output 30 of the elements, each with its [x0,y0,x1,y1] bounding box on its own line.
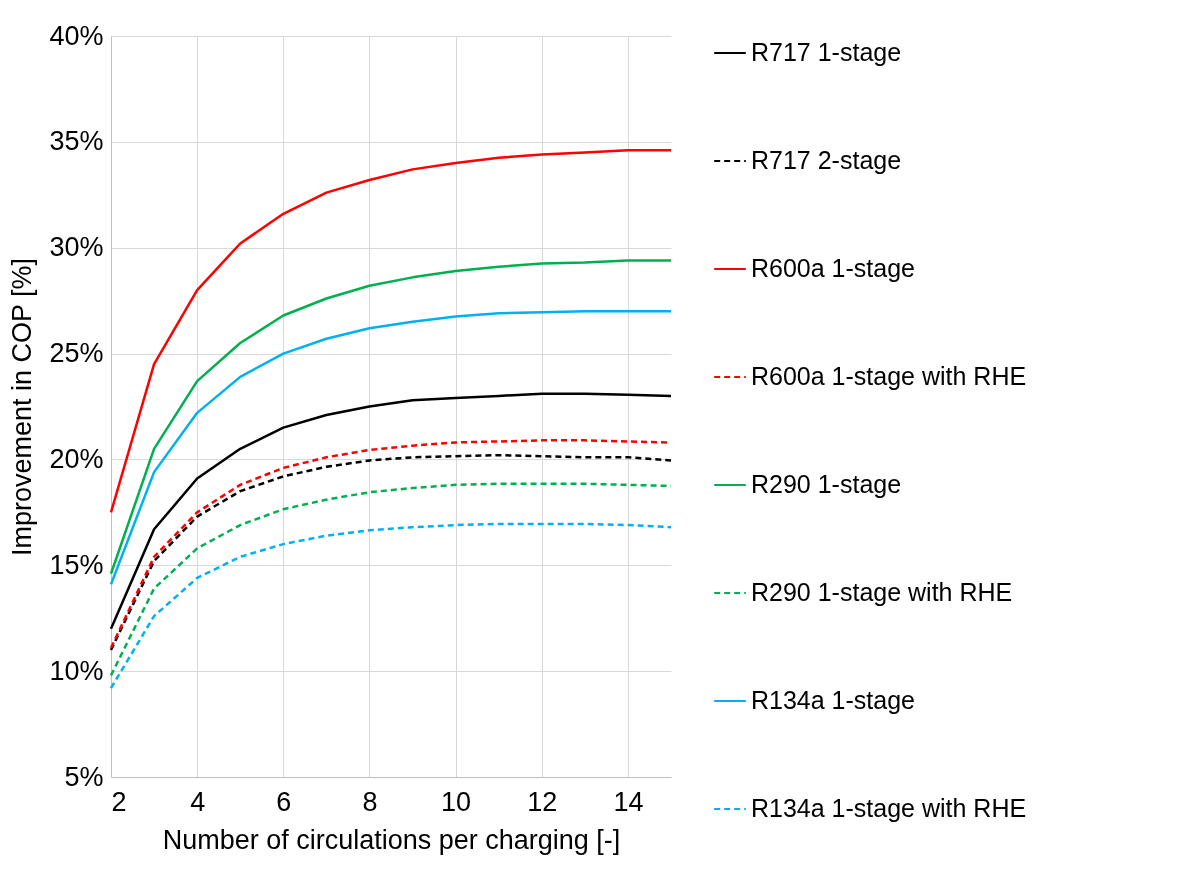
y-tick-label: 35% [49,126,104,157]
x-tick-label: 10 [441,786,472,817]
x-tick-label: 4 [190,786,206,817]
y-tick-label: 30% [49,232,104,263]
x-axis-title: Number of circulations per charging [-] [162,824,621,855]
x-tick-label: 14 [613,786,644,817]
legend-label: R134a 1-stage [751,686,916,714]
y-tick-label: 15% [49,549,104,580]
line-series [109,309,673,586]
legend-label: R717 2-stage [751,146,902,174]
line-series [109,149,673,514]
legend-label: R600a 1-stage [751,254,916,282]
line-series [109,392,673,631]
y-tick-label: 5% [64,761,104,792]
legend-label: R134a 1-stage with RHE [751,794,1027,822]
line-series [109,259,673,575]
x-tick-label: 2 [111,786,127,817]
y-tick-label: 20% [49,443,104,474]
y-tick-label: 10% [49,655,104,686]
line-series [109,522,673,690]
legend-label: R290 1-stage [751,470,902,498]
legend-label: R717 1-stage [751,38,902,66]
x-tick-label: 6 [276,786,292,817]
y-axis-title: Improvement in COP [%] [7,257,38,557]
x-tick-label: 8 [362,786,378,817]
legend-label: R290 1-stage with RHE [751,578,1013,606]
legend-label: R600a 1-stage with RHE [751,362,1027,390]
y-tick-label: 25% [49,338,104,369]
x-tick-label: 12 [527,786,558,817]
y-tick-label: 40% [49,20,104,51]
